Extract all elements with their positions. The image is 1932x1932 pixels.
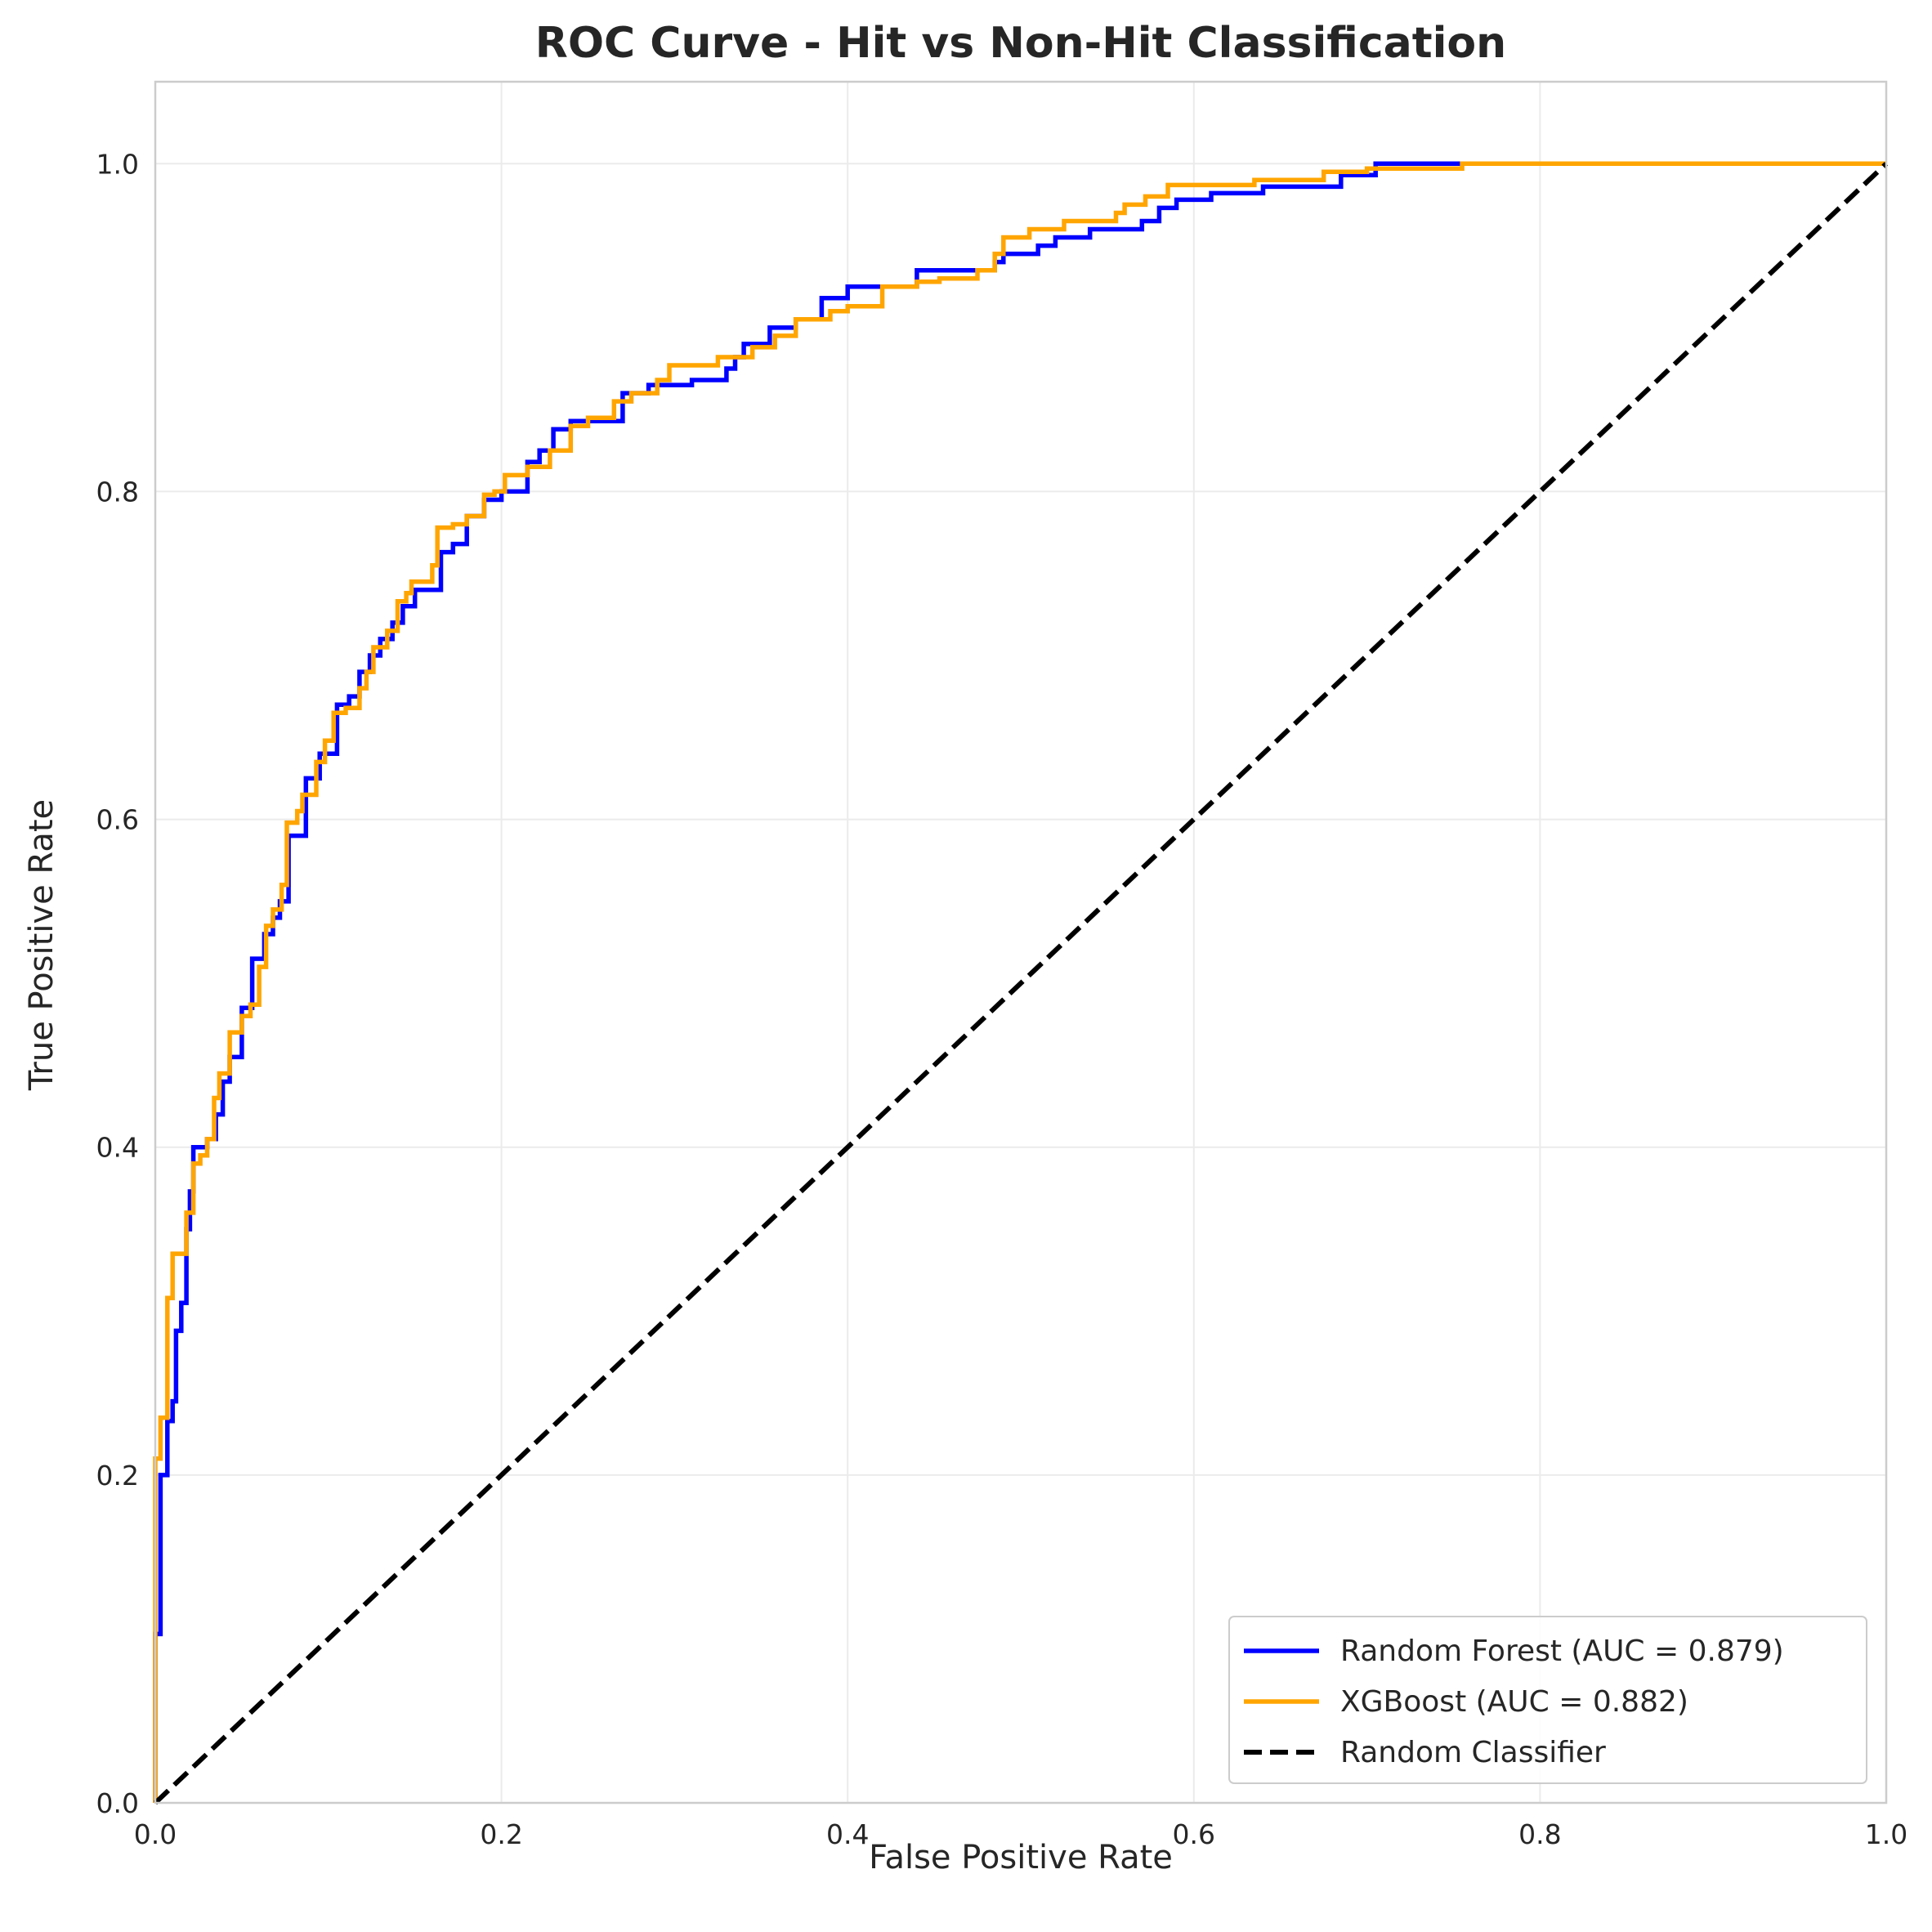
x-axis-ticks: 0.0 0.2 0.4 0.6 0.8 1.0: [134, 1818, 1907, 1850]
y-tick-label: 1.0: [96, 148, 139, 180]
x-tick-label: 1.0: [1865, 1818, 1907, 1850]
series-line-xgboost-auc-0-882: [153, 161, 1886, 1803]
y-tick-label: 0.0: [96, 1787, 139, 1819]
x-tick-label: 0.2: [480, 1818, 522, 1850]
series-lines: [153, 161, 1889, 1805]
series-line-random-classifier: [153, 162, 1889, 1805]
y-axis-label: True Positive Rate: [23, 799, 60, 1091]
legend-entry: XGBoost (AUC = 0.882): [1340, 1685, 1688, 1719]
chart-title: ROC Curve - Hit vs Non-Hit Classificatio…: [535, 19, 1506, 68]
y-tick-label: 0.6: [96, 804, 139, 836]
legend-box: [1228, 1616, 1867, 1784]
x-tick-label: 0.0: [134, 1818, 177, 1850]
x-tick-label: 0.6: [1173, 1818, 1215, 1850]
legend-entry: Random Classifier: [1340, 1736, 1606, 1769]
y-axis-ticks: 0.0 0.2 0.4 0.6 0.8 1.0: [96, 148, 139, 1819]
y-tick-label: 0.8: [96, 476, 139, 508]
y-tick-label: 0.2: [96, 1460, 139, 1491]
legend-entry: Random Forest (AUC = 0.879): [1340, 1635, 1784, 1668]
x-tick-label: 0.8: [1518, 1818, 1561, 1850]
x-axis-label: False Positive Rate: [869, 1839, 1173, 1876]
grid-lines: [154, 82, 1887, 1804]
legend: Random Forest (AUC = 0.879) XGBoost (AUC …: [1228, 1616, 1867, 1784]
plot-area-frame: [154, 80, 1888, 1805]
y-tick-label: 0.4: [96, 1132, 139, 1164]
x-tick-label: 0.4: [826, 1818, 869, 1850]
